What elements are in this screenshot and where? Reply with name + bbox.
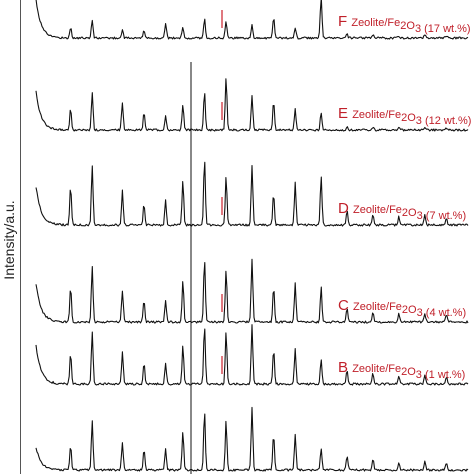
series-text: O [406, 20, 415, 32]
trace-C [35, 258, 469, 324]
trace-B [35, 324, 469, 386]
series-subscript: 3 [415, 23, 421, 35]
series-text: Zeolite/Fe [353, 301, 402, 313]
trace-F [35, 0, 469, 40]
traces-group: F Zeolite/Fe2O3 (17 wt.%)E Zeolite/Fe2O3… [35, 0, 471, 472]
series-letter: C [338, 297, 353, 314]
series-text: (7 wt.%) [423, 210, 466, 222]
series-text: Zeolite/Fe [353, 204, 402, 216]
series-letter: E [338, 105, 352, 122]
trace-D [35, 161, 469, 227]
trace-E [35, 78, 469, 132]
series-subscript: 2 [402, 304, 408, 316]
series-text: (4 wt.%) [423, 307, 466, 319]
series-subscript: 2 [402, 207, 408, 219]
series-subscript: 3 [417, 307, 423, 319]
series-subscript: 3 [416, 115, 422, 127]
y-axis-label: Intensity/a.u. [1, 200, 17, 279]
series-text: O [408, 304, 417, 316]
series-subscript: 2 [400, 20, 406, 32]
series-subscript: 3 [417, 210, 423, 222]
series-letter: F [338, 13, 351, 30]
series-subscript: 2 [401, 366, 407, 378]
series-label: D Zeolite/Fe2O3 (7 wt.%) [338, 200, 466, 222]
series-subscript: 3 [416, 369, 422, 381]
series-label: B Zeolite/Fe2O3 (1 wt.%) [338, 359, 465, 381]
series-text: Zeolite/Fe [352, 363, 401, 375]
series-text: (1 wt.%) [422, 369, 465, 381]
series-label: E Zeolite/Fe2O3 (12 wt.%) [338, 105, 471, 127]
series-label: F Zeolite/Fe2O3 (17 wt.%) [338, 13, 471, 35]
trace-A [35, 406, 469, 472]
series-subscript: 2 [401, 112, 407, 124]
series-text: Zeolite/Fe [352, 109, 401, 121]
series-text: O [407, 366, 416, 378]
series-text: (17 wt.%) [421, 23, 471, 35]
series-text: O [408, 207, 417, 219]
series-letter: B [338, 359, 352, 376]
series-text: Zeolite/Fe [351, 17, 400, 29]
series-text: (12 wt.%) [422, 115, 472, 127]
series-label: C Zeolite/Fe2O3 (4 wt.%) [338, 297, 466, 319]
series-letter: D [338, 200, 353, 217]
series-text: O [407, 112, 416, 124]
